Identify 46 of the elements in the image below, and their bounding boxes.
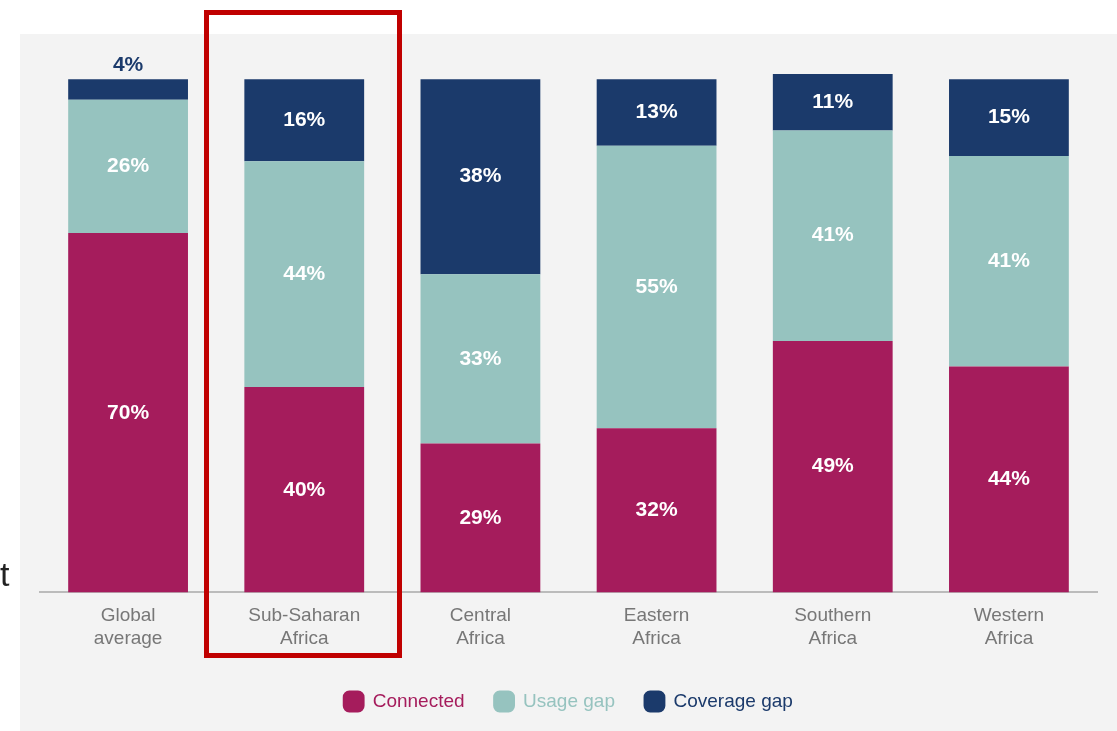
- data-label: 16%: [283, 106, 326, 130]
- data-label: 38%: [459, 163, 502, 187]
- bar: [949, 366, 1069, 593]
- bar: [244, 161, 365, 388]
- legend-label: Connected: [372, 689, 465, 711]
- bar: [772, 340, 893, 593]
- data-label: 55%: [635, 273, 678, 297]
- bar: [772, 74, 893, 131]
- text: t: [0, 555, 10, 594]
- bar: [596, 145, 717, 429]
- data-label: 33%: [459, 345, 502, 369]
- bar: [949, 156, 1069, 367]
- x-tick-label: Western Africa: [973, 604, 1045, 648]
- bar: [772, 130, 893, 341]
- data-label: 11%: [812, 89, 854, 113]
- bar: [420, 443, 541, 593]
- data-label: 49%: [811, 453, 855, 477]
- data-label: 41%: [811, 222, 855, 246]
- bar: [420, 79, 541, 275]
- x-tick-label: Eastern Africa: [623, 604, 690, 648]
- bar: [68, 233, 188, 593]
- data-label: 70%: [107, 399, 150, 423]
- data-label: 44%: [987, 466, 1031, 490]
- data-label: 26%: [107, 153, 150, 177]
- x-tick-label: Sub-Saharan Africa: [248, 604, 361, 648]
- data-label: 44%: [283, 260, 326, 284]
- bar: [68, 99, 188, 234]
- bar: [596, 428, 717, 593]
- data-label: 15%: [987, 104, 1031, 128]
- bar: [949, 79, 1069, 157]
- x-tick-label: Global average: [93, 604, 163, 648]
- bar: [420, 274, 541, 444]
- bar: [244, 387, 365, 593]
- data-label: 32%: [635, 497, 678, 521]
- x-tick-label: Central Africa: [449, 604, 512, 648]
- data-label: 29%: [459, 504, 502, 528]
- data-label: 4%: [112, 51, 144, 75]
- data-label: 13%: [635, 99, 678, 123]
- legend-label: Usage gap: [523, 689, 615, 711]
- bar: [244, 79, 365, 162]
- data-label: 41%: [987, 248, 1031, 272]
- bar: [596, 79, 717, 146]
- x-tick-label: Southern Africa: [794, 604, 872, 648]
- data-label: 40%: [283, 476, 326, 500]
- legend-label: Coverage gap: [673, 689, 793, 711]
- bar: [68, 79, 188, 100]
